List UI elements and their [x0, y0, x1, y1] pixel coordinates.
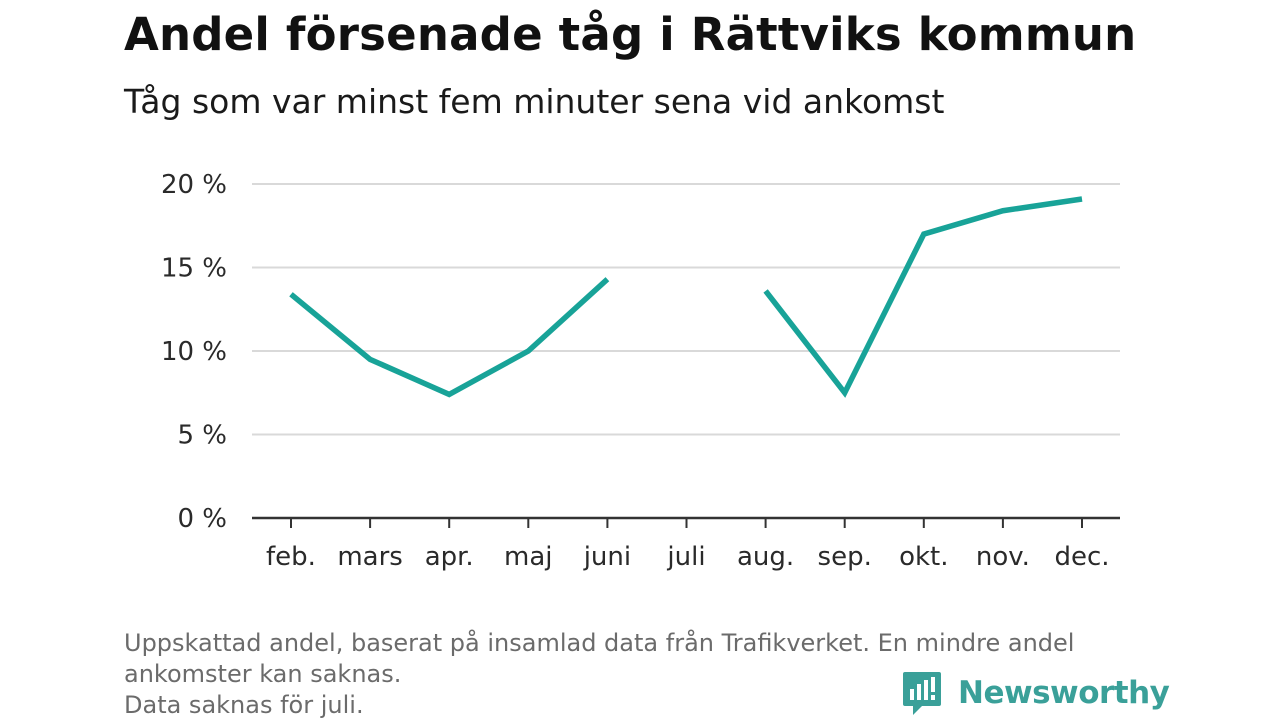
x-tick-label: okt.: [899, 542, 948, 572]
series-lines: [289, 196, 1083, 398]
x-tick-label: juni: [583, 542, 631, 572]
chart-footnote: Uppskattad andel, baserat på insamlad da…: [124, 628, 1164, 721]
x-tick-label: dec.: [1054, 542, 1109, 572]
footnote-missing-data: Data saknas för juli.: [124, 691, 364, 719]
y-tick-label: 0 %: [177, 504, 227, 534]
y-tick-label: 20 %: [161, 170, 227, 200]
brand-name: Newsworthy: [958, 675, 1170, 711]
x-tick-label: feb.: [266, 542, 316, 572]
x-tick-label: mars: [337, 542, 403, 572]
series-line-segment: [763, 196, 1083, 398]
x-tick-label: maj: [504, 542, 552, 572]
newsworthy-logo-icon: [903, 672, 941, 715]
x-tick-label: apr.: [425, 542, 474, 572]
y-tick-label: 10 %: [161, 337, 227, 367]
y-tick-label: 15 %: [161, 254, 227, 284]
x-tick-label: sep.: [818, 542, 872, 572]
x-axis-tick-labels: feb. mars apr. maj juni juli aug. sep. okt. nov. d…: [266, 542, 1109, 572]
y-tick-label: 5 %: [177, 421, 227, 451]
footnote-source: Uppskattad andel, baserat på insamlad da…: [124, 629, 1075, 688]
x-tick-label: juli: [666, 542, 705, 572]
brand-logo: Newsworthy: [902, 670, 1170, 716]
line-chart: 0 % 5 % 10 % 15 % 20 % feb. mars apr. maj juni ju…: [161, 170, 1120, 572]
x-axis: [252, 516, 1120, 528]
x-tick-label: aug.: [737, 542, 794, 572]
grid-lines: [252, 183, 1120, 436]
chart-subtitle: Tåg som var minst fem minuter sena vid a…: [124, 82, 945, 121]
series-line-segment: [289, 277, 610, 398]
x-tick-label: nov.: [976, 542, 1030, 572]
chart-title: Andel försenade tåg i Rättviks kommun: [124, 8, 1137, 61]
y-axis-tick-labels: 0 % 5 % 10 % 15 % 20 %: [161, 170, 227, 534]
